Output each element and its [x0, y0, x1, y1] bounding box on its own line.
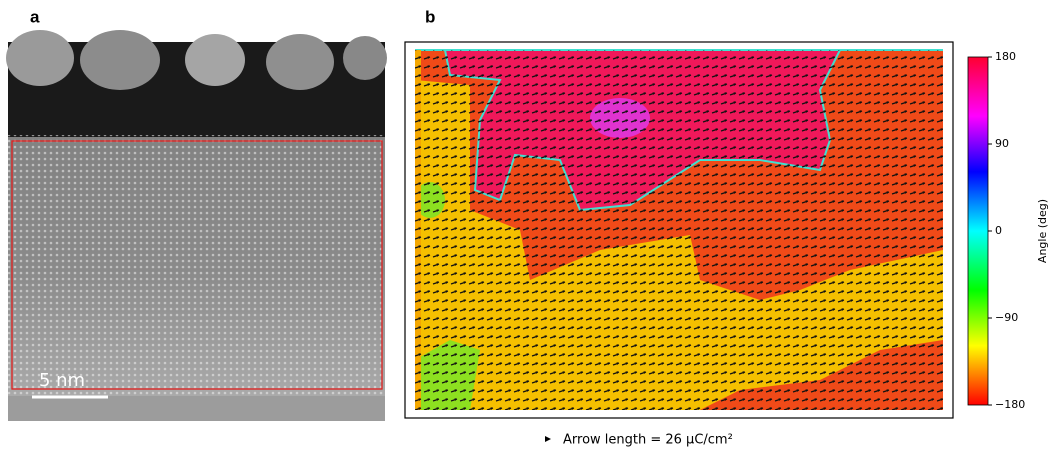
colorbar-tick-label: 90	[995, 137, 1009, 150]
arrow-key	[545, 436, 551, 442]
panel-label: b	[425, 7, 435, 26]
scale-bar-label: 5 nm	[39, 370, 85, 391]
polarization-map	[404, 41, 954, 419]
colorbar-tick-label: −90	[995, 311, 1018, 324]
colorbar-tick-label: 180	[995, 50, 1016, 63]
colorbar	[967, 56, 989, 406]
colorbar-tick-label: 0	[995, 224, 1002, 237]
caption: Arrow length = 26 μC/cm²	[563, 433, 733, 448]
panel-label: a	[30, 7, 40, 26]
colorbar-tick-label: −180	[995, 398, 1025, 411]
micrograph: 5 nm	[6, 30, 387, 421]
colorbar-label: Angle (deg)	[1036, 199, 1049, 263]
